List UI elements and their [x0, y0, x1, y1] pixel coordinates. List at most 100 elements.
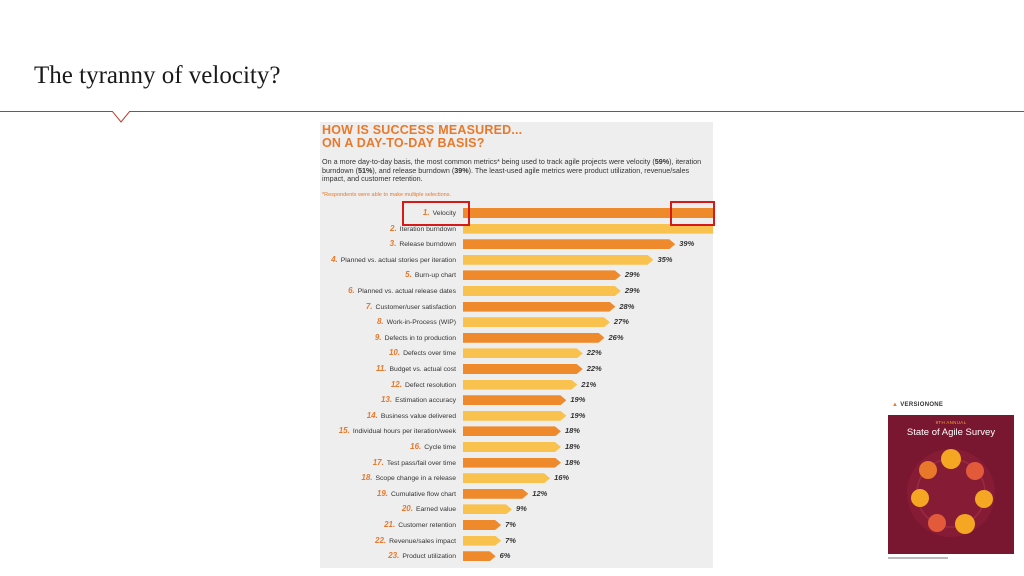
heading-line-1: HOW IS SUCCESS MEASURED... [322, 123, 523, 137]
title-divider [0, 111, 1024, 112]
desc-value-1: 59% [654, 157, 670, 166]
category-text: Scope change in a release [375, 475, 457, 483]
chart-row: 13. Estimation accuracy 19% [320, 393, 713, 407]
value-label: 6% [499, 551, 511, 561]
category-label: 1. Velocity [423, 206, 456, 220]
value-label: 12% [532, 488, 548, 498]
chart-row: 9. Defects in to production 26% [320, 331, 713, 345]
bar [463, 504, 512, 514]
value-label: 27% [613, 317, 629, 327]
bar [463, 255, 653, 265]
category-text: Test pass/fail over time [386, 459, 456, 467]
rank-label: 5. [405, 270, 412, 280]
category-text: Revenue/sales impact [389, 537, 456, 545]
category-label: 21. Customer retention [384, 518, 456, 532]
desc-text-3: ), and release burndown ( [372, 165, 455, 175]
category-label: 11. Budget vs. actual cost [376, 362, 456, 376]
category-text: Customer retention [398, 522, 456, 529]
bar [463, 302, 615, 312]
category-label: 12. Defect resolution [391, 378, 456, 392]
logo-text: VERSIONONE [900, 402, 944, 408]
category-text: Business value delivered [380, 412, 456, 420]
category-text: Cycle time [424, 444, 456, 451]
value-label: 22% [586, 364, 602, 373]
report-cover: 9TH ANNUAL State of Agile Survey [888, 415, 1014, 554]
bar [463, 411, 566, 421]
chart-row: 18. Scope change in a release 16% [320, 471, 713, 485]
value-label: 18% [564, 457, 580, 467]
category-text: Release burndown [399, 241, 456, 249]
chart-row: 8. Work-in-Process (WIP) 27% [320, 315, 713, 329]
category-text: Defects over time [403, 350, 456, 358]
category-label: 6. Planned vs. actual release dates [348, 284, 456, 298]
value-label: 7% [505, 520, 516, 529]
value-label: 35% [657, 254, 673, 264]
bar [463, 208, 713, 218]
rank-label: 17. [372, 457, 384, 467]
value-label: 22% [586, 348, 602, 358]
highlight-box-label [402, 201, 470, 226]
category-text: Iteration burndown [399, 225, 456, 233]
footnote: *Respondents were able to make multiple … [322, 192, 452, 198]
category-label: 17. Test pass/fail over time [373, 456, 456, 470]
chart-row: 21. Customer retention 7% [320, 518, 713, 532]
chart-row: 7. Customer/user satisfaction 28% [320, 300, 713, 314]
chart-row: 17. Test pass/fail over time 18% [320, 456, 713, 470]
desc-text-4: ). The least-used agile metrics were pro… [322, 165, 690, 184]
rank-label: 20. [401, 504, 413, 514]
rank-label: 14. [366, 410, 378, 420]
category-label: 2. Iteration burndown [390, 222, 456, 236]
rank-label: 6. [348, 286, 355, 295]
category-text: Individual hours per iteration/week [352, 428, 456, 436]
category-label: 22. Revenue/sales impact [375, 534, 456, 548]
value-label: 19% [570, 410, 586, 420]
chart-row: 19. Cumulative flow chart 12% [320, 487, 713, 501]
desc-text-1: On a more day-to-day basis, the most com… [322, 157, 655, 166]
chart-row: 11. Budget vs. actual cost 22% [320, 362, 713, 376]
slide-title: The tyranny of velocity? [34, 62, 281, 89]
rank-label: 2. [390, 223, 397, 233]
infographic-panel: HOW IS SUCCESS MEASURED... ON A DAY-TO-D… [320, 122, 713, 568]
cover-title: State of Agile Survey [906, 427, 996, 438]
rank-label: 1. [422, 208, 430, 217]
bar [463, 239, 675, 249]
bar [463, 458, 561, 468]
bar [463, 489, 528, 499]
category-text: Earned value [415, 506, 456, 514]
bar [463, 536, 501, 546]
category-text: Defect resolution [404, 381, 456, 389]
value-label: 19% [570, 395, 586, 405]
category-text: Work-in-Process (WIP) [386, 319, 456, 327]
bar [463, 551, 496, 561]
rank-label: 7. [365, 301, 373, 311]
category-label: 23. Product utilization [388, 549, 456, 563]
rank-label: 4. [331, 254, 338, 264]
category-text: Product utilization [402, 553, 456, 561]
value-label: 29% [624, 286, 640, 295]
rank-label: 15. [338, 426, 350, 436]
divider-notch [112, 111, 130, 123]
category-label: 16. Cycle time [410, 440, 456, 454]
chart-row: 3. Release burndown 39% [320, 237, 713, 251]
category-text: Defects in to production [384, 334, 456, 342]
category-label: 8. Work-in-Process (WIP) [377, 315, 456, 329]
rank-label: 3. [389, 239, 397, 249]
value-label: 28% [619, 301, 635, 311]
rank-label: 12. [390, 379, 402, 389]
rank-label: 22. [375, 535, 387, 545]
rank-label: 21. [384, 520, 396, 529]
category-label: 15. Individual hours per iteration/week [339, 424, 456, 438]
versionone-logo: ▲ VERSIONONE [892, 402, 944, 408]
bar [463, 520, 501, 530]
chart-row: 2.Iteration burndown51% [320, 222, 713, 236]
cover-caption-line [888, 557, 948, 559]
value-label: 26% [608, 332, 624, 342]
infographic-description: On a more day-to-day basis, the most com… [322, 157, 702, 184]
category-label: 4. Planned vs. actual stories per iterati… [331, 253, 456, 267]
chart-row: 23. Product utilization 6% [320, 549, 713, 563]
bar [463, 224, 713, 234]
category-label: 19. Cumulative flow chart [377, 487, 456, 501]
bar [463, 333, 604, 343]
value-label: 18% [564, 442, 580, 451]
category-label: 3. Release burndown [390, 237, 456, 251]
